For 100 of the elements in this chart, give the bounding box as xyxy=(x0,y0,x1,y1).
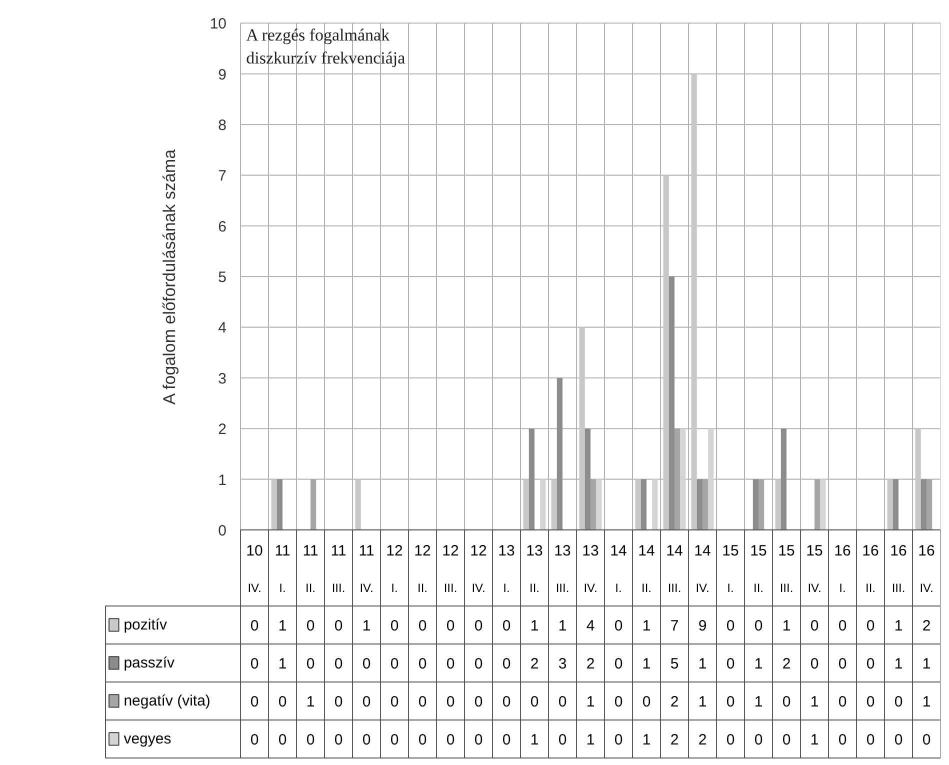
data-label: 1 xyxy=(530,731,539,748)
data-label: 0 xyxy=(418,731,427,748)
category-label: 15 I. xyxy=(722,542,739,596)
data-label: 0 xyxy=(446,655,455,672)
category-label: 11 II. xyxy=(302,542,318,596)
data-label: 0 xyxy=(502,655,511,672)
data-label: 1 xyxy=(278,655,287,672)
y-tick-label: 3 xyxy=(218,370,226,388)
data-label: 0 xyxy=(558,693,567,710)
data-label: 0 xyxy=(474,617,483,634)
legend-label: passzív xyxy=(124,654,176,672)
data-label: 0 xyxy=(362,693,371,710)
bar xyxy=(696,479,702,530)
category-label: 16 I. xyxy=(834,542,851,596)
data-label: 1 xyxy=(894,655,903,672)
data-label: 2 xyxy=(530,655,539,672)
category-label: 14 I. xyxy=(610,542,627,596)
data-label: 1 xyxy=(754,693,763,710)
category-label: 12 I. xyxy=(386,542,403,596)
data-label: 0 xyxy=(642,693,651,710)
data-label: 3 xyxy=(558,655,567,672)
data-label: 0 xyxy=(418,693,427,710)
legend-label: negatív (vita) xyxy=(124,692,210,710)
category-label: 13 I. xyxy=(498,542,515,596)
data-label: 2 xyxy=(586,655,595,672)
data-label: 0 xyxy=(418,617,427,634)
data-label: 0 xyxy=(614,655,623,672)
data-label: 7 xyxy=(670,617,679,634)
category-label: 13 II. xyxy=(526,542,543,596)
bar xyxy=(691,74,697,530)
data-label: 0 xyxy=(334,731,343,748)
data-label: 1 xyxy=(810,731,819,748)
data-label: 0 xyxy=(390,693,399,710)
data-label: 0 xyxy=(530,693,539,710)
y-tick-label: 4 xyxy=(218,320,226,337)
category-label: 15 II. xyxy=(750,542,767,596)
bar xyxy=(579,327,585,530)
data-label: 1 xyxy=(278,617,287,634)
category-label: 13 IV. xyxy=(582,542,599,596)
data-label: 0 xyxy=(278,693,287,710)
data-label: 2 xyxy=(670,693,679,710)
bar xyxy=(652,479,658,530)
data-label: 0 xyxy=(838,693,847,710)
data-label: 0 xyxy=(726,731,735,748)
data-label: 0 xyxy=(866,617,875,634)
data-label: 2 xyxy=(782,655,791,672)
bar xyxy=(355,479,361,530)
y-tick-label: 0 xyxy=(218,522,226,540)
data-label: 1 xyxy=(306,693,315,710)
bar xyxy=(752,479,758,530)
data-label: 0 xyxy=(782,693,791,710)
bar xyxy=(551,479,557,530)
bar xyxy=(271,479,277,530)
y-tick-label: 5 xyxy=(218,269,226,286)
data-label: 4 xyxy=(586,617,595,634)
data-label: 0 xyxy=(866,731,875,748)
data-label: 1 xyxy=(530,617,539,634)
data-label: 1 xyxy=(642,655,651,672)
data-label: 0 xyxy=(726,617,735,634)
data-label: 5 xyxy=(670,655,679,672)
data-label: 0 xyxy=(390,617,399,634)
data-label: 0 xyxy=(334,617,343,634)
y-tick-label: 9 xyxy=(218,66,226,84)
data-label: 0 xyxy=(614,693,623,710)
data-label: 0 xyxy=(866,655,875,672)
bar xyxy=(584,428,590,530)
data-label: 9 xyxy=(698,617,707,634)
bar xyxy=(528,428,534,530)
data-label: 0 xyxy=(726,693,735,710)
data-label: 1 xyxy=(586,693,595,710)
category-label: 15 III. xyxy=(778,542,795,596)
data-label: 0 xyxy=(502,731,511,748)
data-label: 0 xyxy=(838,655,847,672)
category-label: 14 II. xyxy=(638,542,655,596)
data-label: 1 xyxy=(698,655,707,672)
data-label: 0 xyxy=(250,731,259,748)
data-label: 0 xyxy=(446,731,455,748)
category-label: 12 II. xyxy=(414,542,431,596)
bar xyxy=(780,428,786,530)
data-label: 0 xyxy=(838,617,847,634)
bar xyxy=(887,479,893,530)
data-label: 0 xyxy=(362,655,371,672)
legend-label: vegyes xyxy=(124,730,172,748)
text: A rezgés fogalmának diszkurzív frekvenciája xyxy=(246,26,406,68)
data-label: 0 xyxy=(250,693,259,710)
data-label: 0 xyxy=(614,731,623,748)
data-label: 0 xyxy=(558,731,567,748)
data-label: 0 xyxy=(250,655,259,672)
data-label: 0 xyxy=(446,693,455,710)
data-label: 1 xyxy=(894,617,903,634)
y-axis-title: A fogalom előfordulásának száma xyxy=(160,148,179,405)
data-label: 1 xyxy=(586,731,595,748)
y-tick-label: 1 xyxy=(218,472,226,489)
bar xyxy=(892,479,898,530)
data-label: 0 xyxy=(278,731,287,748)
data-label: 1 xyxy=(362,617,371,634)
data-label: 0 xyxy=(334,693,343,710)
category-label: 14 IV. xyxy=(694,542,711,596)
data-label: 1 xyxy=(922,693,931,710)
data-label: 1 xyxy=(642,731,651,748)
